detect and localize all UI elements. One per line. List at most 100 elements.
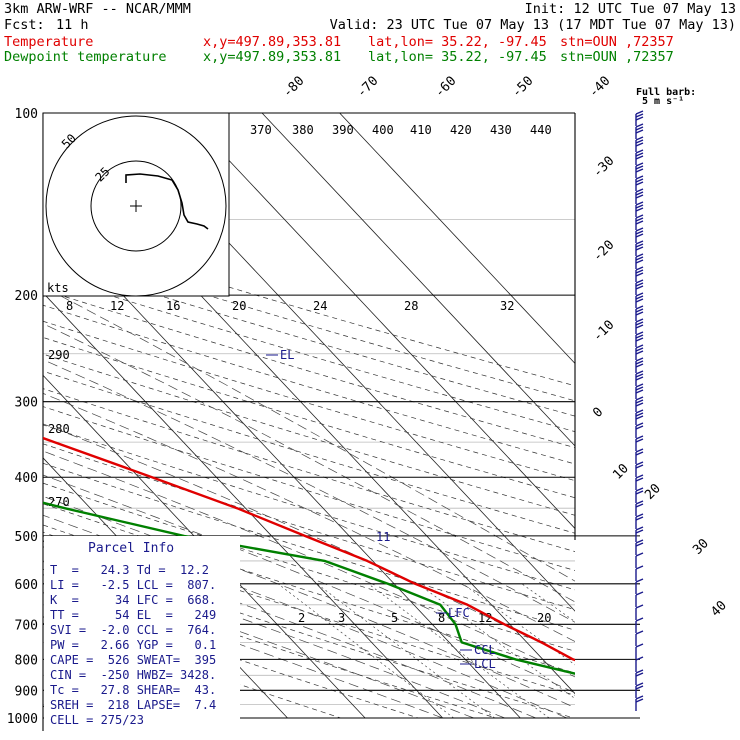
mixing-ratio-labels: 2 3 5 8 12 20 (298, 611, 551, 625)
mixing-ratio-line (417, 583, 575, 699)
isotherm-line (261, 113, 575, 447)
wind-barb-flag (635, 448, 644, 453)
moist-adiabat (43, 474, 575, 694)
isotherm-label--40: -40 (586, 74, 613, 101)
wind-barb-flag (635, 152, 644, 157)
wind-barb-flag (635, 227, 644, 232)
wind-barb-flag (635, 672, 644, 677)
isotherm-label--30: -30 (590, 154, 617, 181)
wind-barb-flag (635, 474, 644, 479)
wind-barb (635, 448, 644, 464)
wind-barb (635, 240, 644, 256)
wind-barb-flag (635, 295, 644, 300)
wind-barb (635, 266, 644, 282)
thetae-label-16: 16 (166, 299, 180, 313)
wind-barb-flag (635, 279, 644, 284)
wind-barb (635, 331, 644, 347)
wind-barb-flag (635, 308, 644, 313)
mixing-ratio-label-8: 8 (438, 611, 445, 625)
parcel-row-tt: TT = 54 EL = 249 (50, 608, 216, 622)
dewpoint-legend-name: Dewpoint temperature (4, 49, 167, 65)
theta-label-440: 440 (530, 123, 552, 137)
mixing-ratio-label-5: 5 (391, 611, 398, 625)
temperature-legend-stn: stn=OUN ,72357 (560, 34, 674, 50)
wind-barb-flag (635, 656, 644, 661)
theta-label-380: 380 (292, 123, 314, 137)
wind-barb-flag (635, 136, 644, 141)
thetae-label-24: 24 (313, 299, 327, 313)
wind-barb-flag (635, 305, 644, 310)
wind-barb-flag (635, 685, 644, 690)
pressure-label-400: 400 (15, 471, 38, 486)
wind-barb (635, 357, 644, 373)
model-title: 3km ARW-WRF -- NCAR/MMM (4, 1, 191, 17)
mixing-ratio-line (316, 583, 496, 719)
mixing-ratio-label-2: 2 (298, 611, 305, 625)
isotherm-label-30: 30 (690, 536, 712, 558)
wind-barb-flag (635, 259, 644, 264)
dry-adiabat (43, 320, 575, 482)
parcel-row-t: T = 24.3 Td = 12.2 (50, 563, 209, 577)
wind-barb (635, 162, 644, 178)
init-time: Init: 12 UTC Tue 07 May 13 (524, 1, 736, 17)
moist-adiabat (43, 392, 575, 642)
isotherm-label-10: 10 (610, 461, 632, 483)
wind-barb-flag (635, 188, 644, 193)
isotherm-line (339, 113, 575, 364)
wind-barb-flag (635, 331, 644, 336)
wind-barb-flag (635, 253, 644, 258)
parcel-info-title: Parcel Info (88, 541, 174, 556)
wind-barb-flag (635, 396, 644, 401)
sounding-profiles (43, 436, 575, 675)
moist-adiabat (58, 294, 575, 582)
el-label: EL (280, 348, 294, 362)
theta-label-390: 390 (332, 123, 354, 137)
pressure-axis-labels: 100 200 300 400 500 600 700 800 900 1000 (7, 107, 38, 727)
isotherm-labels: -80 -70 -60 -50 -40 -30 -20 -10 0 10 20 30 40 (280, 74, 730, 620)
parcel-row-cin: CIN = -250 HWBZ= 3428. (50, 668, 216, 682)
wind-barb (635, 188, 644, 204)
theta-label-410: 410 (410, 123, 432, 137)
wind-barb-flag (635, 695, 644, 700)
wind-barb (635, 396, 644, 412)
theta-label-280: 280 (48, 422, 70, 436)
wind-barb-flag (635, 487, 644, 492)
wind-barb-flag (635, 220, 644, 225)
dry-adiabat (43, 244, 575, 402)
wind-barb-flag (635, 321, 644, 326)
wind-barb-flag (635, 526, 644, 531)
wind-barb-flag (635, 347, 644, 352)
dewpoint-legend-latlon: lat,lon= 35.22, -97.45 (368, 49, 547, 65)
theta-label-290: 290 (48, 348, 70, 362)
thetae-label-12: 12 (110, 299, 124, 313)
parcel-row-pw: PW = 2.66 YGP = 0.1 (50, 638, 216, 652)
wind-barb-flag (635, 617, 644, 622)
wind-barb-flag (635, 422, 644, 427)
wind-barb (635, 227, 644, 243)
wind-barb-flag (635, 604, 644, 609)
pressure-label-100: 100 (15, 107, 38, 122)
wind-barb-flag (635, 233, 644, 238)
wind-barbs (635, 110, 644, 711)
wind-barb (635, 383, 644, 399)
pressure-label-800: 800 (15, 653, 38, 668)
wind-barb (635, 630, 644, 646)
wind-barb-flag (635, 350, 644, 355)
wind-barb (635, 344, 644, 360)
wind-barb-flag (635, 240, 644, 245)
wind-barb (635, 682, 644, 698)
wind-barb (635, 552, 644, 568)
isotherm-line (43, 292, 444, 719)
mixing-ratio-label-20: 20 (537, 611, 551, 625)
wind-barb (635, 461, 644, 477)
isotherm-label--10: -10 (590, 318, 617, 345)
wind-barb-flag (635, 363, 644, 368)
wind-barb (635, 422, 644, 438)
wind-barb (635, 435, 644, 451)
wind-barb-flag (635, 373, 644, 378)
hodograph-kts-label: kts (47, 281, 69, 295)
temperature-legend-latlon: lat,lon= 35.22, -97.45 (368, 34, 547, 50)
pressure-label-900: 900 (15, 684, 38, 699)
